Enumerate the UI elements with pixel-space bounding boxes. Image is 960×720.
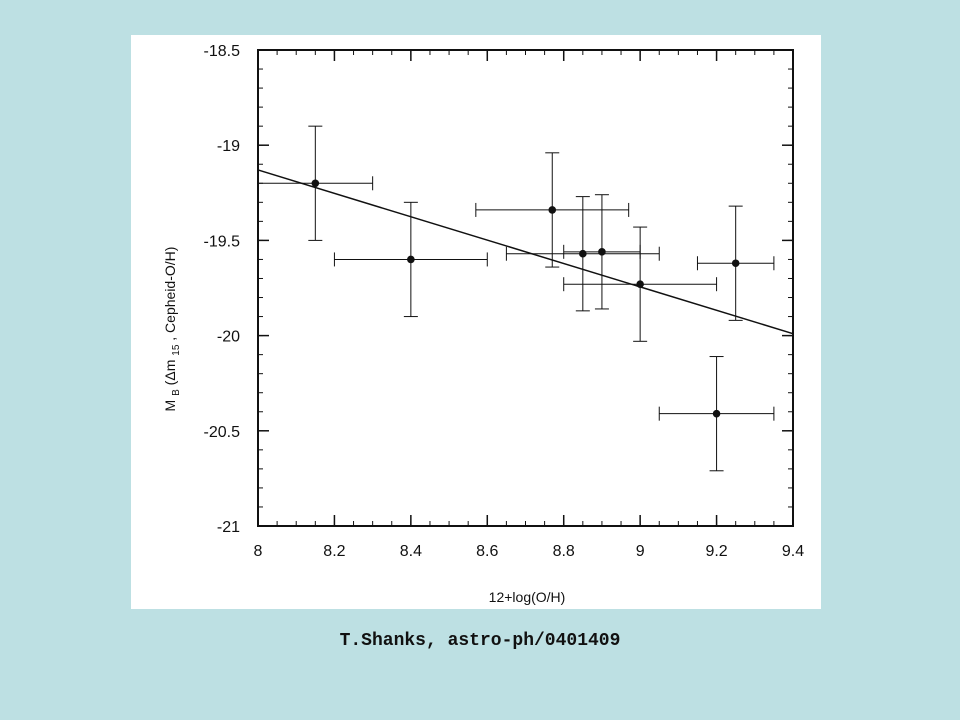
y-label-sub1: B: [171, 389, 182, 396]
data-point-group: [505, 196, 660, 312]
chart-panel: 8 8.2 8.4 8.6 8.8 9 9.2 9.4 -18.5 -19 -19.5 -20 -20.…: [131, 35, 821, 609]
data-point-group: [563, 194, 641, 310]
y-tick-label: -21: [217, 519, 240, 536]
data-point: [598, 248, 606, 256]
x-tick-label: 9.4: [782, 543, 804, 560]
data-point-group: [333, 201, 488, 318]
data-point-group: [475, 152, 630, 268]
plot-frame: [257, 49, 794, 527]
source-credit: T.Shanks, astro-ph/0401409: [339, 631, 621, 651]
y-tick-label: -20: [217, 329, 240, 346]
scatter-chart: 8 8.2 8.4 8.6 8.8 9 9.2 9.4 -18.5 -19 -19.5 -20 -20.…: [162, 43, 805, 605]
y-tick-label: -19: [217, 138, 240, 155]
data-point: [731, 259, 740, 268]
data-point: [636, 280, 644, 288]
fit-line: [257, 169, 794, 335]
y-axis-label: M B (Δm 15 , Cepheid-O/H): [162, 247, 182, 412]
x-tick-label: 8.6: [476, 543, 498, 560]
y-label-sub2: 15: [171, 344, 182, 356]
axes-frame: [257, 49, 794, 527]
y-tick-label: -18.5: [204, 43, 241, 60]
y-label-tail: , Cepheid-O/H): [162, 247, 178, 341]
data-point-group: [257, 125, 374, 241]
data-points: [257, 125, 775, 472]
x-tick-label: 8.8: [553, 543, 575, 560]
x-tick-label: 9.2: [705, 543, 727, 560]
data-point: [407, 255, 415, 264]
data-point-group: [563, 226, 718, 342]
data-point: [311, 179, 320, 188]
y-tick-label: -20.5: [204, 424, 241, 441]
y-tick-label: -19.5: [204, 233, 241, 250]
axis-ticks: [257, 49, 794, 527]
x-axis-label: 12+log(O/H): [489, 589, 566, 605]
data-point: [579, 249, 587, 258]
y-label-mid: (Δm: [162, 360, 178, 386]
data-point-group: [696, 205, 775, 321]
data-point: [548, 206, 557, 214]
fit-line-group: [257, 169, 794, 335]
x-tick-label: 8: [254, 543, 263, 560]
x-tick-label: 8.2: [323, 543, 345, 560]
data-point-group: [658, 356, 775, 472]
y-label-main: M: [162, 400, 178, 412]
x-tick-label: 8.4: [400, 543, 422, 560]
x-tick-label: 9: [636, 543, 645, 560]
tick-labels: 8 8.2 8.4 8.6 8.8 9 9.2 9.4 -18.5 -19 -19.5 -20 -20.…: [204, 43, 805, 560]
data-point: [712, 409, 721, 418]
